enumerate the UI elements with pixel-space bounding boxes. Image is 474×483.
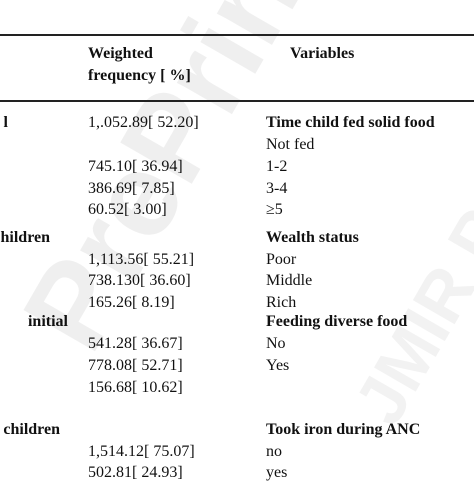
left-section-label: l xyxy=(3,114,8,131)
variable-cell: Rich xyxy=(266,294,297,311)
header-variables: Variables xyxy=(290,45,355,62)
freq-cell: 156.68[ 10.62] xyxy=(88,379,183,396)
variable-cell: 3-4 xyxy=(266,180,288,197)
variable-heading: Wealth status xyxy=(266,229,359,246)
freq-cell: 386.69[ 7.85] xyxy=(88,180,175,197)
variable-cell: no xyxy=(266,443,282,460)
variable-heading: Took iron during ANC xyxy=(266,421,421,438)
freq-cell: 778.08[ 52.71] xyxy=(88,357,183,374)
header-weighted-line2: frequency [ %] xyxy=(88,67,191,84)
top-rule xyxy=(0,34,474,36)
svg-text:JMIR Publications: JMIR Publications xyxy=(339,0,474,437)
variable-cell: ≥5 xyxy=(266,201,283,218)
freq-cell: 1,514.12[ 75.07] xyxy=(88,443,195,460)
left-section-label: children xyxy=(3,421,60,438)
freq-cell: 1,113.56[ 55.21] xyxy=(88,251,195,268)
variable-heading: Time child fed solid food xyxy=(266,114,435,131)
header-weighted-line1: Weighted xyxy=(88,45,153,62)
variable-cell: yes xyxy=(266,464,288,481)
freq-cell: 1,.052.89[ 52.20] xyxy=(88,114,199,131)
freq-cell: 502.81[ 24.93] xyxy=(88,464,183,481)
header-rule xyxy=(0,100,474,102)
left-section-label: hildren xyxy=(0,229,51,246)
variable-cell: Poor xyxy=(266,251,297,268)
freq-cell: 745.10[ 36.94] xyxy=(88,158,183,175)
variable-cell: Middle xyxy=(266,272,313,289)
variable-cell: Not fed xyxy=(266,136,315,153)
left-section-label: initial xyxy=(27,313,68,330)
variable-cell: Yes xyxy=(266,357,290,374)
freq-cell: 738.130[ 36.60] xyxy=(88,272,191,289)
freq-cell: 541.28[ 36.67] xyxy=(88,335,183,352)
variable-cell: No xyxy=(266,335,286,352)
freq-cell: 165.26[ 8.19] xyxy=(88,294,175,311)
variable-heading: Feeding diverse food xyxy=(266,313,408,330)
freq-cell: 60.52[ 3.00] xyxy=(88,201,167,218)
variable-cell: 1-2 xyxy=(266,158,288,175)
